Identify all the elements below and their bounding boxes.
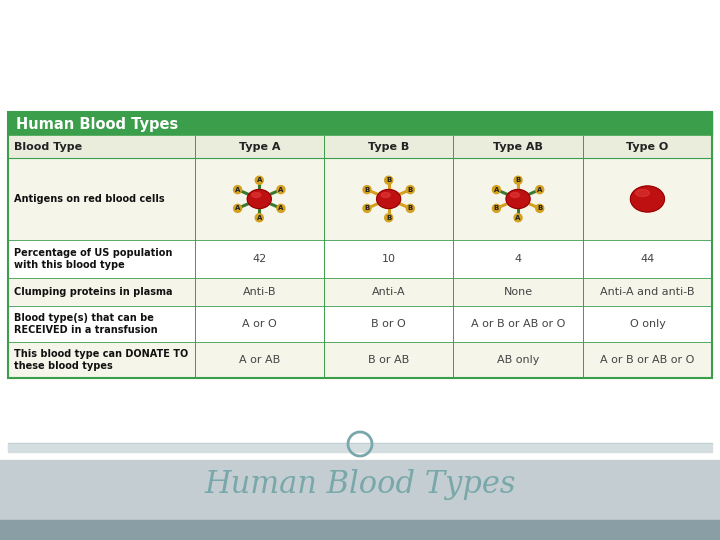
Circle shape [363, 204, 371, 212]
Circle shape [384, 214, 392, 222]
Text: A or AB: A or AB [238, 355, 280, 365]
Bar [8, 136, 712, 158]
Text: 10: 10 [382, 254, 396, 264]
Text: Human Blood Types: Human Blood Types [204, 469, 516, 501]
Bar [0, 460, 720, 540]
Text: Anti-A: Anti-A [372, 287, 405, 297]
Text: A: A [537, 187, 542, 193]
Circle shape [536, 204, 544, 212]
Text: B: B [386, 177, 391, 183]
Text: A: A [235, 205, 240, 211]
Text: 4: 4 [515, 254, 521, 264]
Ellipse shape [377, 190, 400, 208]
Text: A: A [278, 187, 284, 193]
Ellipse shape [252, 192, 261, 198]
Bar [8, 278, 712, 306]
Bar [8, 240, 712, 278]
Text: B: B [516, 177, 521, 183]
Bar [8, 112, 712, 378]
Bar [8, 342, 712, 378]
Circle shape [492, 186, 500, 194]
Text: Antigens on red blood cells: Antigens on red blood cells [14, 194, 165, 204]
Text: Type A: Type A [238, 142, 280, 152]
Circle shape [384, 176, 392, 184]
Text: B or AB: B or AB [368, 355, 409, 365]
Circle shape [277, 186, 285, 194]
Text: B: B [408, 187, 413, 193]
Text: O only: O only [629, 319, 665, 329]
Text: A or O: A or O [242, 319, 276, 329]
Text: B: B [408, 205, 413, 211]
Bar [8, 306, 712, 342]
Text: None: None [503, 287, 533, 297]
Circle shape [233, 204, 242, 212]
Ellipse shape [381, 192, 390, 198]
Circle shape [492, 204, 500, 212]
Circle shape [256, 214, 264, 222]
Text: Type O: Type O [626, 142, 669, 152]
Text: Type B: Type B [368, 142, 409, 152]
Ellipse shape [631, 186, 665, 212]
Text: A: A [278, 205, 284, 211]
Text: B or O: B or O [372, 319, 406, 329]
Ellipse shape [506, 190, 530, 208]
Text: A: A [256, 177, 262, 183]
Circle shape [277, 204, 285, 212]
Text: A: A [516, 215, 521, 221]
Bar [8, 442, 712, 444]
Text: B: B [364, 187, 369, 193]
Text: A or B or AB or O: A or B or AB or O [471, 319, 565, 329]
Circle shape [514, 214, 522, 222]
Circle shape [233, 186, 242, 194]
Bar [8, 444, 712, 452]
Circle shape [406, 204, 414, 212]
Text: A: A [494, 187, 499, 193]
Text: B: B [494, 205, 499, 211]
Text: Human Blood Types: Human Blood Types [16, 117, 179, 132]
Circle shape [536, 186, 544, 194]
Circle shape [256, 176, 264, 184]
Text: 44: 44 [640, 254, 654, 264]
Text: B: B [364, 205, 369, 211]
Text: A: A [256, 215, 262, 221]
Circle shape [363, 186, 371, 194]
Text: Clumping proteins in plasma: Clumping proteins in plasma [14, 287, 173, 297]
Text: Blood type(s) that can be
RECEIVED in a transfusion: Blood type(s) that can be RECEIVED in a … [14, 313, 158, 335]
Circle shape [514, 176, 522, 184]
Text: This blood type can DONATE TO
these blood types: This blood type can DONATE TO these bloo… [14, 349, 188, 371]
Ellipse shape [636, 190, 649, 197]
Text: 42: 42 [252, 254, 266, 264]
Ellipse shape [247, 190, 271, 208]
Text: Type AB: Type AB [493, 142, 543, 152]
Text: Anti-A and anti-B: Anti-A and anti-B [600, 287, 695, 297]
Text: Blood Type: Blood Type [14, 142, 82, 152]
Bar [0, 520, 720, 540]
Text: B: B [386, 215, 391, 221]
Bar [8, 112, 712, 136]
Text: Percentage of US population
with this blood type: Percentage of US population with this bl… [14, 248, 172, 270]
Text: Anti-B: Anti-B [243, 287, 276, 297]
Text: A: A [235, 187, 240, 193]
Circle shape [406, 186, 414, 194]
Text: B: B [537, 205, 542, 211]
Text: A or B or AB or O: A or B or AB or O [600, 355, 695, 365]
Bar [8, 158, 712, 240]
Ellipse shape [510, 192, 520, 198]
Text: AB only: AB only [497, 355, 539, 365]
